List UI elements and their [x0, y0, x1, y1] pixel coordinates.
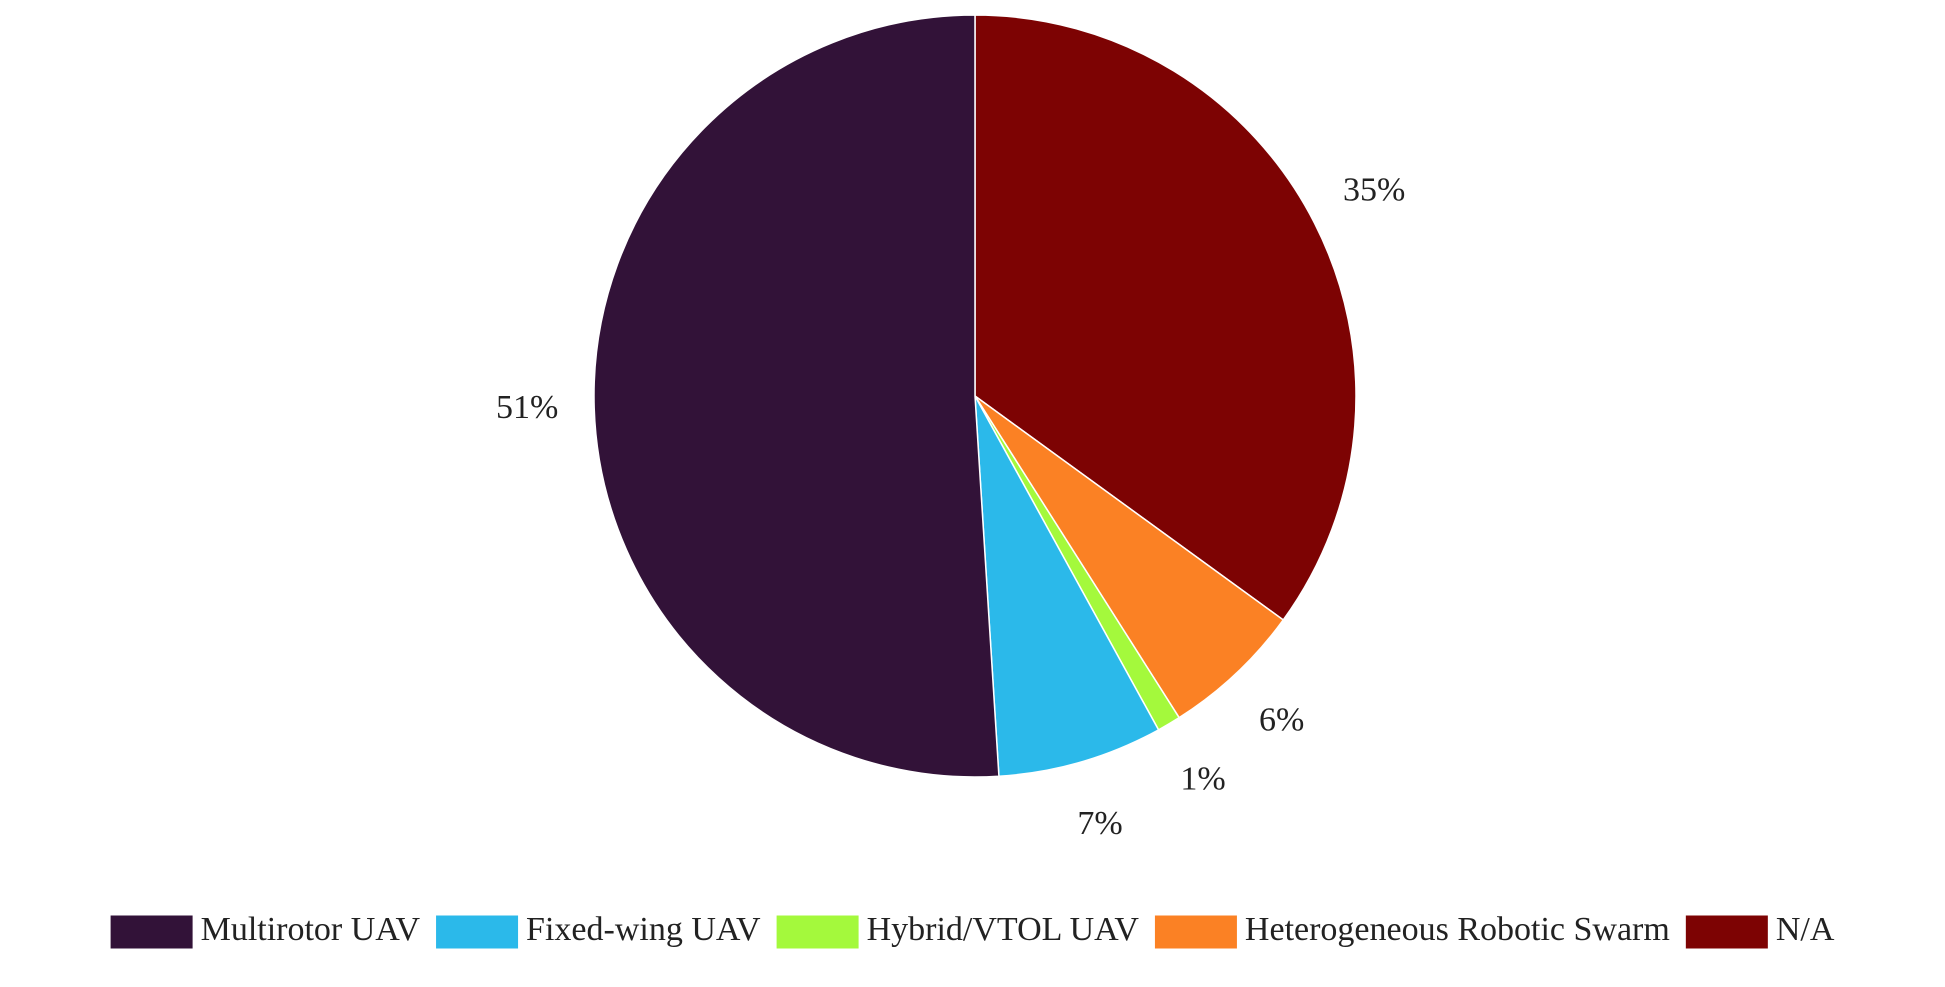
pie-slice-fixed-wing-uav	[974, 395, 1160, 778]
legend-label-n-a: N/A	[1776, 911, 1835, 948]
legend: Multirotor UAV Fixed-wing UAV Hybrid/VTOL …	[110, 911, 1835, 949]
legend-swatch-n-a	[1685, 915, 1768, 949]
pie-slice-n-a	[974, 14, 1357, 621]
legend-swatch-multirotor-uav	[110, 915, 193, 949]
legend-item-multirotor-uav: Multirotor UAV	[110, 911, 421, 949]
data-label-hybrid-vtol-uav: 1%	[1180, 760, 1225, 797]
legend-label-hybrid-vtol-uav: Hybrid/VTOL UAV	[867, 911, 1140, 948]
data-label-fixed-wing-uav: 7%	[1077, 805, 1122, 842]
legend-item-fixed-wing-uav: Fixed-wing UAV	[436, 911, 761, 949]
legend-item-n-a: N/A	[1685, 911, 1835, 949]
data-label-n-a: 35%	[1343, 171, 1405, 208]
pie-data-labels: 35% 6% 1% 7% 51%	[496, 171, 1405, 842]
pie-slice-heterogeneous-robotic-swarm	[974, 395, 1285, 719]
legend-label-fixed-wing-uav: Fixed-wing UAV	[526, 911, 761, 948]
data-label-multirotor-uav: 51%	[496, 389, 558, 426]
legend-label-heterogeneous-robotic-swarm: Heterogeneous Robotic Swarm	[1245, 911, 1670, 948]
data-label-heterogeneous-robotic-swarm: 6%	[1259, 701, 1304, 738]
legend-item-heterogeneous-robotic-swarm: Heterogeneous Robotic Swarm	[1154, 911, 1670, 949]
legend-swatch-fixed-wing-uav	[436, 915, 519, 949]
legend-label-multirotor-uav: Multirotor UAV	[201, 911, 421, 948]
pie-slice-multirotor-uav	[593, 14, 1000, 778]
legend-item-hybrid-vtol-uav: Hybrid/VTOL UAV	[776, 911, 1140, 949]
legend-swatch-hybrid-vtol-uav	[776, 915, 859, 949]
pie-slices	[593, 14, 1357, 778]
legend-swatch-heterogeneous-robotic-swarm	[1154, 915, 1237, 949]
